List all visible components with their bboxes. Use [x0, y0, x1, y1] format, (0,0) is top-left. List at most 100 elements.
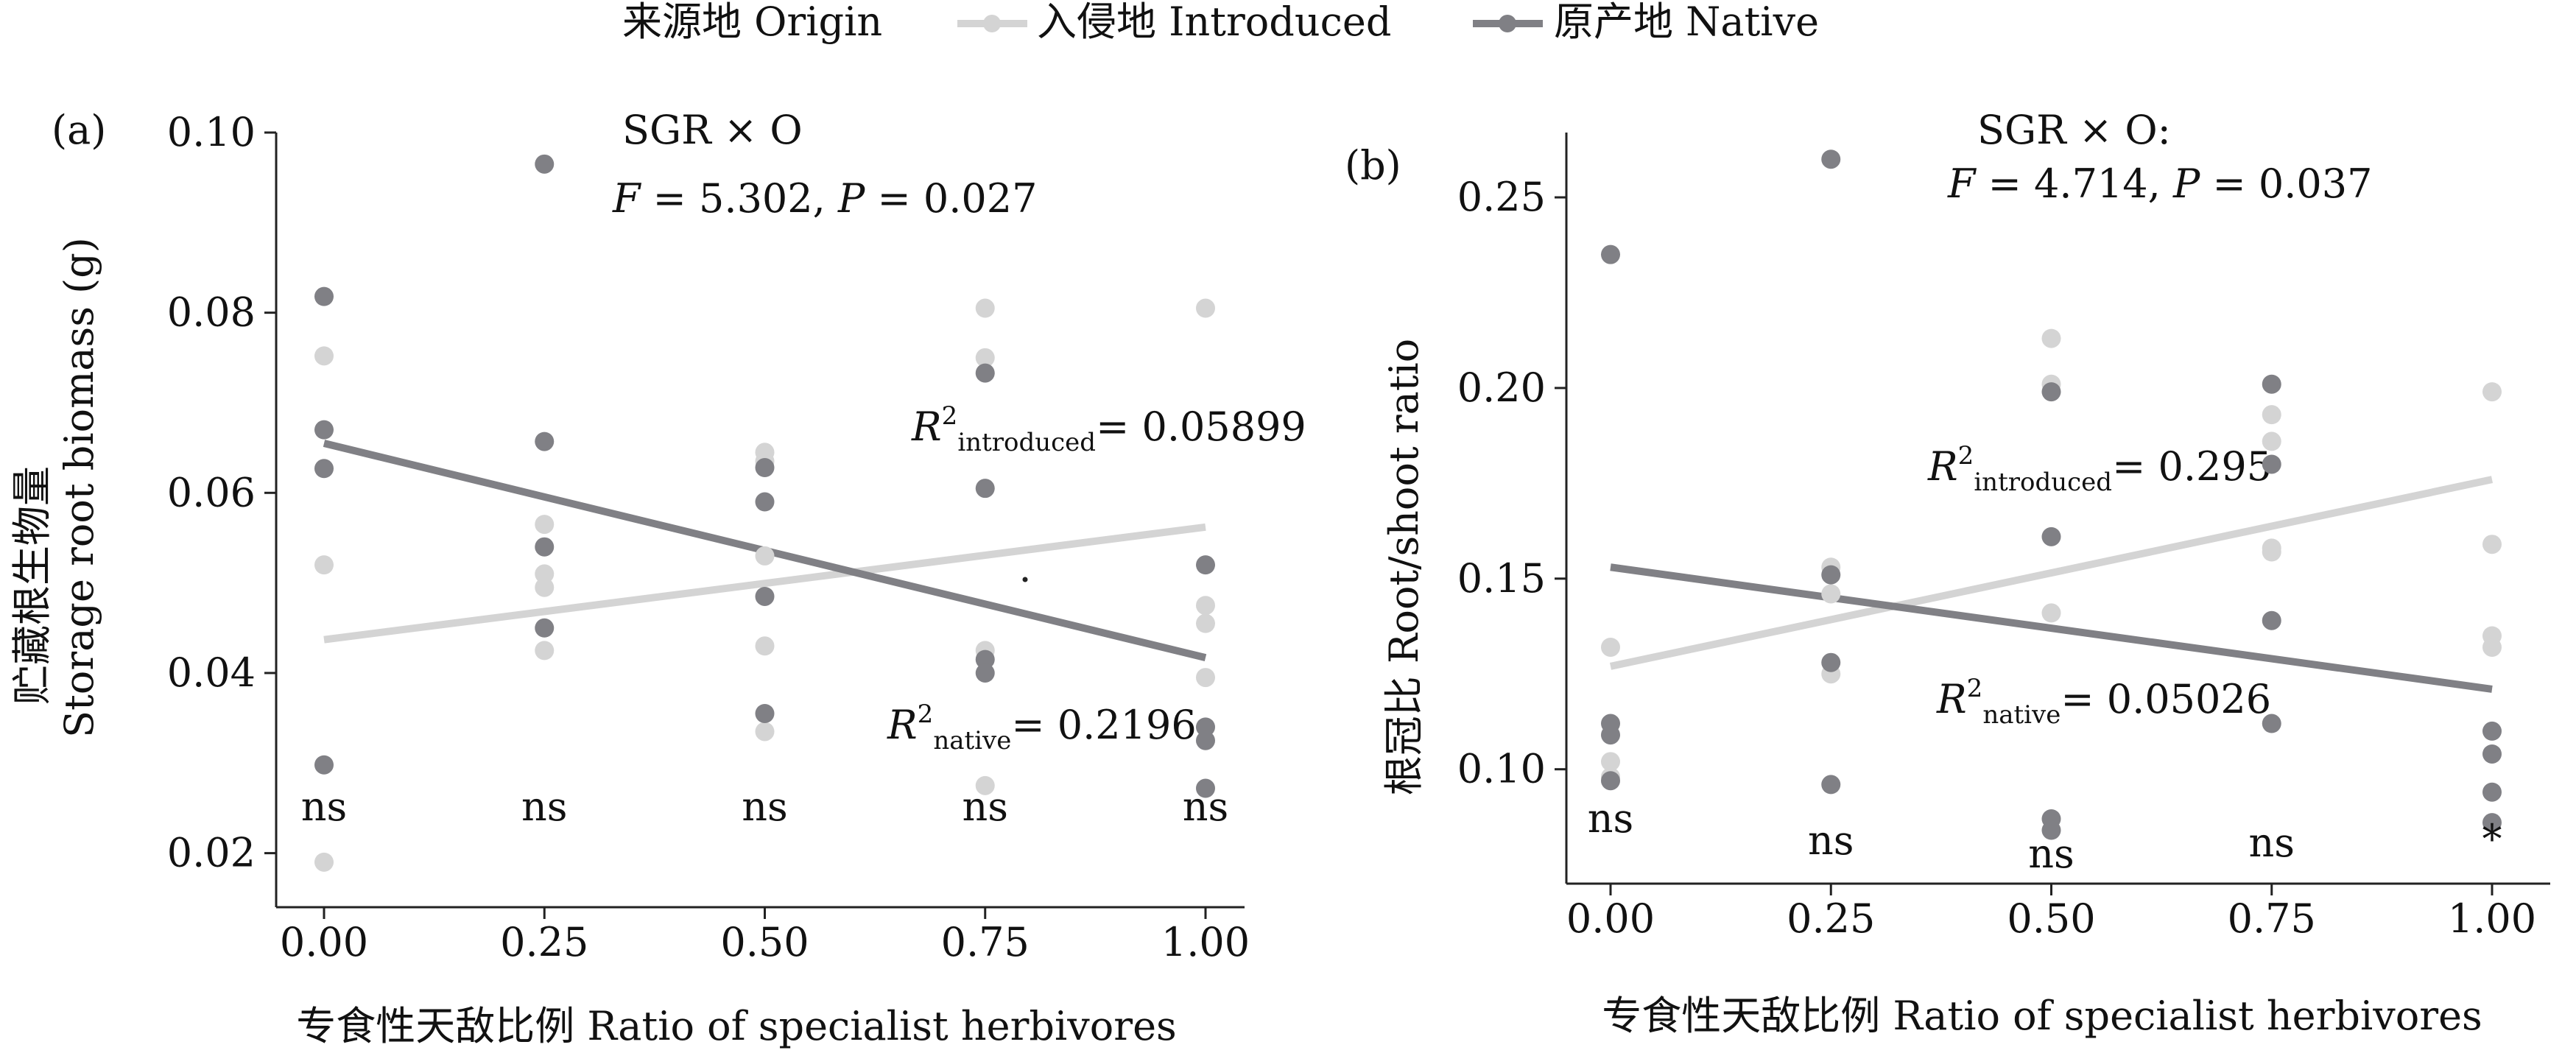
panel-a-x-tick-label: 0.00 [280, 919, 368, 965]
panel-b-point-native [1601, 771, 1620, 791]
panel-b-label: (b) [1345, 142, 1401, 189]
legend-marker-native [1499, 15, 1516, 32]
panel-a-point-native [535, 432, 555, 451]
panel-a-x-tick-label: 1.00 [1161, 919, 1250, 965]
panel-a-point-introduced [535, 577, 555, 597]
legend-label-native: 原产地 Native [1554, 0, 1819, 45]
panel-a-point-native [1196, 778, 1215, 798]
panel-a-point-introduced [755, 722, 775, 742]
panel-a-point-native [314, 420, 334, 440]
panel-a-point-native [314, 459, 334, 479]
panel-a-y-tick-label: 0.10 [167, 109, 256, 155]
panel-b-y-tick-label: 0.25 [1457, 174, 1546, 220]
panel-a-point-native [535, 154, 555, 174]
panel-b-ylabel: 根冠比 Root/shoot ratio [1381, 339, 1427, 796]
panel-b-point-native [2041, 526, 2061, 546]
panel-b-point-introduced [2041, 328, 2061, 348]
panel-b-significance-label: ns [2249, 820, 2295, 866]
panel-a-point-introduced [975, 348, 995, 367]
panel-b-point-introduced [2262, 432, 2281, 451]
panel-b-xlabel: 专食性天敌比例 Ratio of specialist herbivores [1602, 993, 2482, 1039]
panel-a-significance-label: ns [1183, 783, 1229, 830]
panel-a-point-introduced [314, 852, 334, 872]
legend: 来源地 Origin 入侵地 Introduced 原产地 Native [622, 0, 1819, 45]
panel-b-x-tick-label: 0.75 [2228, 895, 2316, 942]
panel-a-r2-introduced-value: = 0.05899 [1096, 404, 1306, 450]
panel-a-significance-label: ns [521, 783, 568, 830]
panel-b-point-native [2262, 714, 2281, 733]
panel-b: (b) 根冠比 Root/shoot ratio 专食性天敌比例 Ratio o… [1345, 107, 2550, 1039]
panel-b-x-tick-label: 1.00 [2448, 895, 2536, 942]
panel-a-r2-introduced: R2introduced= 0.05899 [911, 401, 1306, 457]
panel-a-point-native [1196, 730, 1215, 750]
panel-a-significance-label: ns [963, 783, 1009, 830]
panel-a-label: (a) [52, 107, 106, 153]
panel-b-x-tick-label: 0.00 [1566, 895, 1655, 942]
panel-b-point-native [2482, 782, 2502, 802]
panel-b-point-introduced [1601, 637, 1620, 657]
panel-a-point-introduced [1196, 596, 1215, 616]
panel-a-point-introduced [975, 775, 995, 795]
panel-b-point-introduced [2482, 382, 2502, 402]
panel-a-point-native [535, 537, 555, 557]
panel-b-point-native [1601, 244, 1620, 264]
panel-b-x-tick-label: 0.50 [2007, 895, 2095, 942]
panel-a-stat-line1: SGR × O [622, 107, 803, 153]
panel-b-stat-f-value: = 4.714, [1975, 161, 2173, 207]
panel-b-point-native [2262, 610, 2281, 630]
panel-a-point-native [314, 286, 334, 306]
panel-a-point-native [755, 458, 775, 478]
panel-b-point-native [1821, 775, 1841, 795]
panel-b-plot: 0.10 0.15 0.20 0.25 0.00 0.25 0.50 0.75 1.00 ns ns… [1457, 133, 2550, 942]
panel-b-point-native [1821, 565, 1841, 585]
panel-b-r2-native: R2native= 0.05026 [1936, 674, 2271, 730]
panel-b-point-native [2262, 374, 2281, 394]
panel-a-y-tick-label: 0.08 [167, 289, 256, 336]
legend-label-introduced: 入侵地 Introduced [1037, 0, 1391, 45]
panel-b-point-native [2262, 454, 2281, 474]
panel-b-point-introduced [2041, 603, 2061, 623]
panel-a-y-tick-label: 0.02 [167, 830, 256, 876]
panel-a-xlabel: 专食性天敌比例 Ratio of specialist herbivores [296, 1003, 1177, 1049]
panel-a-stat-f-value: = 5.302, [640, 175, 838, 222]
panel-b-y-tick-label: 0.15 [1457, 555, 1546, 602]
panel-b-y-tick-label: 0.20 [1457, 364, 1546, 411]
panel-b-r2-introduced: R2introduced= 0.295 [1927, 441, 2272, 497]
panel-a-point-native [975, 479, 995, 499]
panel-b-point-introduced [1601, 752, 1620, 772]
panel-a-ylabel-cn: 贮藏根生物量 [9, 466, 55, 705]
panel-a-r2-native-value: = 0.2196 [1011, 702, 1196, 748]
panel-a-point-native [755, 586, 775, 606]
panel-b-point-native [2482, 744, 2502, 764]
panel-b-significance-label: ns [1588, 795, 1634, 842]
panel-a-point-native [975, 663, 995, 683]
panel-a-x-tick-label: 0.75 [941, 919, 1030, 965]
panel-a-y-tick-label: 0.06 [167, 469, 256, 515]
panel-b-point-introduced [2482, 637, 2502, 657]
panel-b-stat-line2: F = 4.714, P = 0.037 [1947, 161, 2372, 207]
panel-a-point-introduced [314, 555, 334, 575]
panel-a-point-introduced [535, 515, 555, 535]
panel-a-point-introduced [1196, 298, 1215, 318]
panel-a-x-tick-label: 0.25 [500, 919, 588, 965]
panel-b-trend-native [1610, 563, 2493, 693]
panel-a-stray-dot [1022, 577, 1028, 582]
panel-a-plot: 0.02 0.04 0.06 0.08 0.10 0.00 0.25 0.50 0.75 1.00… [167, 109, 1250, 965]
panel-a-point-introduced [535, 564, 555, 584]
panel-b-significance-label: * [2482, 816, 2502, 862]
panel-a-r2-native: R2native= 0.2196 [887, 700, 1197, 756]
panel-b-point-native [2041, 382, 2061, 402]
panel-b-trend-introduced [1609, 476, 2494, 670]
legend-title: 来源地 Origin [622, 0, 882, 45]
panel-a-significance-label: ns [301, 783, 348, 830]
panel-a-point-native [314, 755, 334, 775]
panel-a-significance-label: ns [742, 783, 788, 830]
panel-a-point-introduced [1196, 668, 1215, 688]
panel-b-r2-native-value: = 0.05026 [2061, 676, 2271, 722]
panel-a-point-native [1196, 555, 1215, 575]
panel-a-point-native [975, 363, 995, 383]
panel-b-point-introduced [2262, 542, 2281, 562]
panel-a-point-introduced [975, 298, 995, 318]
panel-b-point-introduced [2482, 535, 2502, 554]
panel-b-point-native [1821, 652, 1841, 672]
